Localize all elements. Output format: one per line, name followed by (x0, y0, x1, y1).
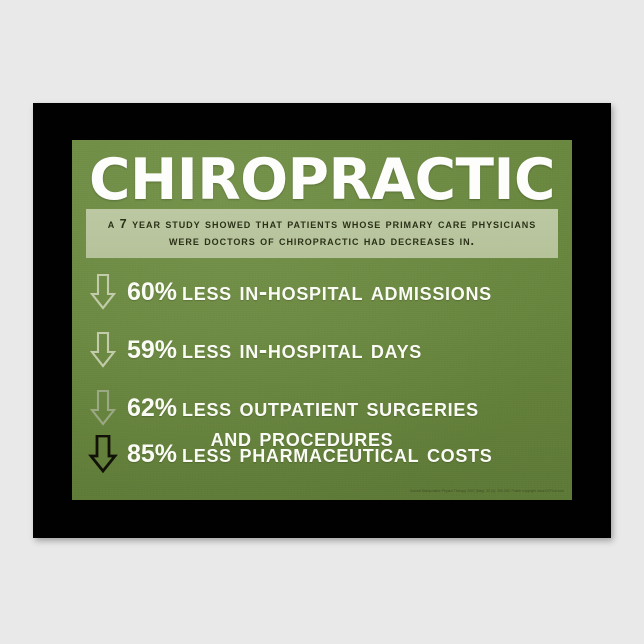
poster-artwork-panel: CHIROPRACTIC A 7 year study showed that … (72, 140, 572, 500)
subtitle-band: A 7 year study showed that patients whos… (86, 209, 558, 258)
subtitle-text: A 7 year study showed that patients whos… (107, 217, 537, 248)
stat-label: Less outpatient surgeries (182, 394, 479, 422)
list-item: 62% Less outpatient surgeries (72, 379, 572, 437)
list-item: 85% Less pharmaceutical costs (72, 431, 572, 477)
arrow-down-outline-icon (88, 389, 118, 427)
citation-fine-print: Journal Manipulative Physiol Therapy 200… (409, 489, 564, 493)
stat-label: Less in-hospital admissions (182, 278, 492, 306)
stat-percent: 60% (127, 278, 178, 306)
stat-percent: 59% (127, 336, 178, 364)
poster-frame: CHIROPRACTIC A 7 year study showed that … (33, 103, 611, 538)
arrow-down-outline-dark-icon (88, 435, 118, 473)
list-item: 60% Less in-hospital admissions (72, 263, 572, 321)
page-title: CHIROPRACTIC (89, 147, 555, 213)
stat-text: 62% Less outpatient surgeries (127, 394, 479, 422)
stat-label: Less in-hospital days (182, 336, 422, 364)
stat-percent: 85% (127, 440, 178, 468)
list-item: 59% Less in-hospital days (72, 321, 572, 379)
stat-text: 59% Less in-hospital days (127, 336, 422, 364)
stat-list: 60% Less in-hospital admissions 59% Less i… (72, 263, 572, 477)
arrow-down-outline-icon (88, 273, 118, 311)
stat-label-continuation: and procedures (210, 424, 394, 452)
stat-label: Less pharmaceutical costs (182, 440, 493, 468)
stat-text: 85% Less pharmaceutical costs (127, 440, 492, 468)
stat-text: 60% Less in-hospital admissions (127, 278, 492, 306)
stat-percent: 62% (127, 394, 178, 422)
arrow-down-outline-icon (88, 331, 118, 369)
